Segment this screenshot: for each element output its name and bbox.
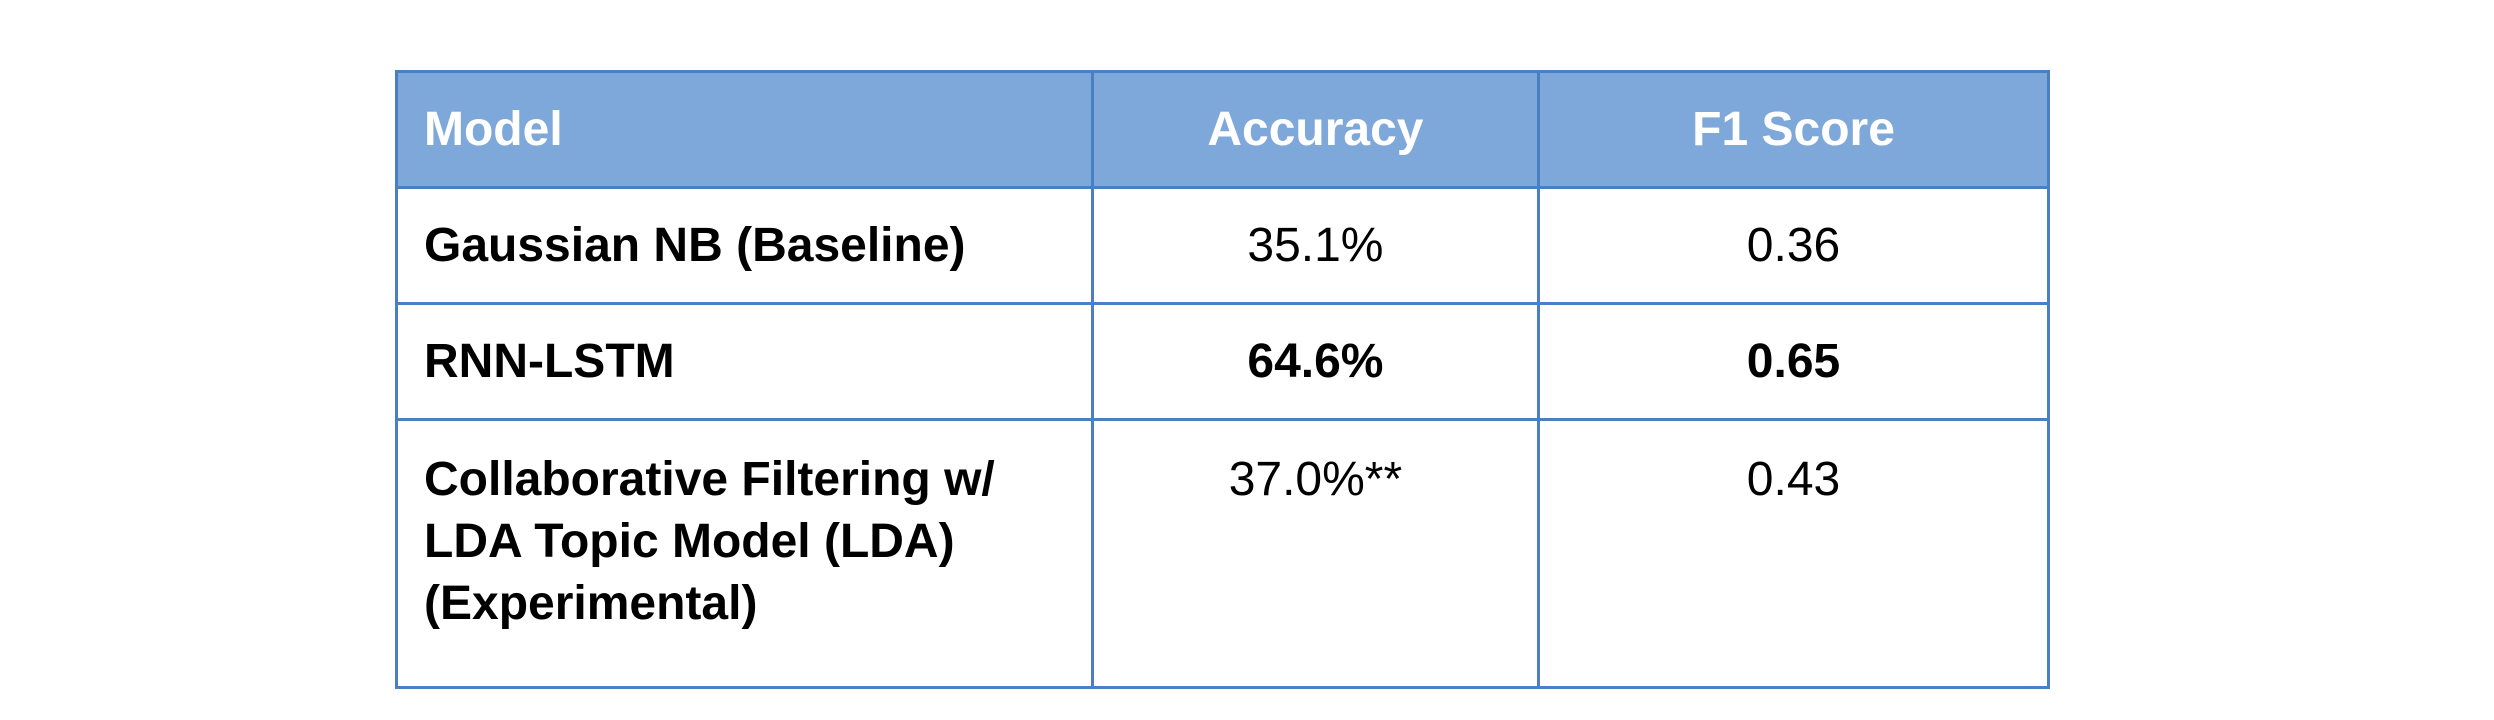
model-name-cell: Collaborative Filtering w/ LDA Topic Mod… <box>395 418 1094 689</box>
header-model: Model <box>395 70 1094 189</box>
accuracy-cell: 35.1% <box>1090 186 1541 305</box>
f1-score-cell: 0.36 <box>1537 186 2050 305</box>
accuracy-cell-best: 64.6% <box>1090 302 1541 421</box>
model-name-cell: RNN-LSTM <box>395 302 1094 421</box>
model-name-cell: Gaussian NB (Baseline) <box>395 186 1094 305</box>
header-f1-score: F1 Score <box>1537 70 2050 189</box>
header-accuracy: Accuracy <box>1090 70 1541 189</box>
header-row: Model Accuracy F1 Score <box>395 70 2050 189</box>
table-row: RNN-LSTM 64.6% 0.65 <box>395 302 2050 421</box>
f1-score-cell-best: 0.65 <box>1537 302 2050 421</box>
table-header: Model Accuracy F1 Score <box>395 70 2050 189</box>
results-table: Model Accuracy F1 Score Gaussian NB (Bas… <box>395 70 2050 689</box>
accuracy-cell: 37.0%** <box>1090 418 1541 689</box>
table-row: Collaborative Filtering w/ LDA Topic Mod… <box>395 418 2050 689</box>
table-row: Gaussian NB (Baseline) 35.1% 0.36 <box>395 186 2050 305</box>
f1-score-cell: 0.43 <box>1537 418 2050 689</box>
table-body: Gaussian NB (Baseline) 35.1% 0.36 RNN-LS… <box>395 186 2050 689</box>
